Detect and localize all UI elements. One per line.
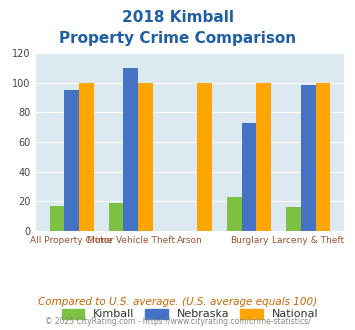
Bar xyxy=(227,197,242,231)
Bar xyxy=(64,90,79,231)
Legend: Kimball, Nebraska, National: Kimball, Nebraska, National xyxy=(58,304,322,324)
Text: Property Crime Comparison: Property Crime Comparison xyxy=(59,31,296,46)
Bar xyxy=(256,82,271,231)
Bar xyxy=(286,207,301,231)
Bar xyxy=(79,82,94,231)
Bar xyxy=(301,85,316,231)
Bar xyxy=(197,82,212,231)
Text: Compared to U.S. average. (U.S. average equals 100): Compared to U.S. average. (U.S. average … xyxy=(38,297,317,307)
Bar xyxy=(138,82,153,231)
Bar xyxy=(109,203,124,231)
Bar xyxy=(242,123,256,231)
Bar xyxy=(316,82,330,231)
Bar xyxy=(124,68,138,231)
Bar xyxy=(50,206,64,231)
Text: © 2025 CityRating.com - https://www.cityrating.com/crime-statistics/: © 2025 CityRating.com - https://www.city… xyxy=(45,317,310,326)
Text: 2018 Kimball: 2018 Kimball xyxy=(121,10,234,25)
